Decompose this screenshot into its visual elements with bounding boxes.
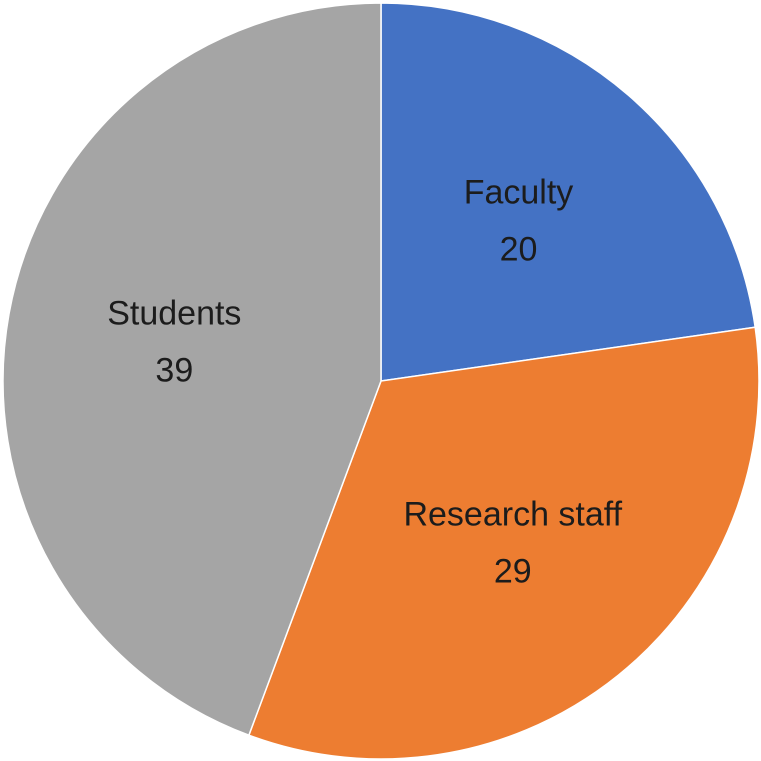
slice-label: Research staff	[403, 495, 622, 533]
pie-slice	[2, 2, 382, 737]
pie-slice	[247, 326, 760, 760]
slice-label: Students	[107, 295, 241, 333]
slice-value: 39	[155, 352, 193, 390]
slice-value: 20	[500, 230, 538, 268]
slice-label: Faculty	[464, 173, 574, 211]
slice-value: 29	[494, 552, 532, 590]
pie-slice	[380, 2, 757, 382]
